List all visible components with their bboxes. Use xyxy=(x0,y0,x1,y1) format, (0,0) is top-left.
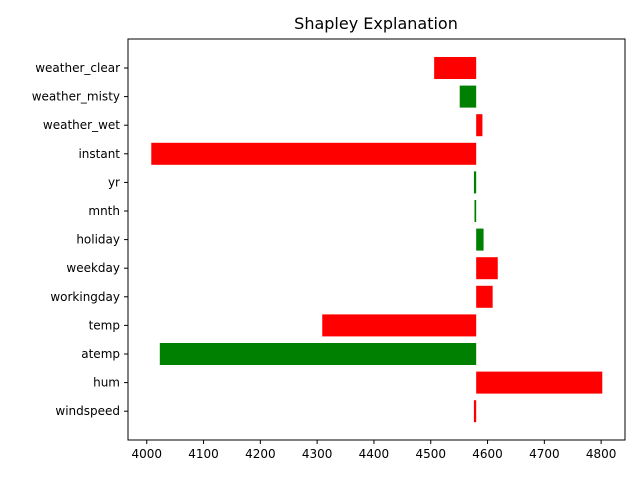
y-axis-ticks: weather_clear weather_misty weather_wetins… xyxy=(32,61,128,418)
x-tick-label: 4300 xyxy=(302,447,333,461)
y-tick-label: hum xyxy=(93,376,120,390)
bar-workingday xyxy=(476,285,493,308)
x-axis-ticks: 4000 4100 4200 4300 4400 4500 4600 4700 4800 xyxy=(131,440,616,461)
y-tick-label: workingday xyxy=(50,290,120,304)
y-tick-label: yr xyxy=(108,175,120,189)
bar-yr xyxy=(473,171,477,194)
bar-mnth xyxy=(474,200,477,222)
bar-temp xyxy=(322,314,477,337)
bar-weekday xyxy=(476,257,498,280)
plot-area-frame xyxy=(127,38,626,441)
bars-layer xyxy=(151,57,603,423)
bar-weather-wet xyxy=(476,114,483,137)
bar-instant xyxy=(151,142,477,165)
chart-title: Shapley Explanation xyxy=(294,14,458,33)
y-tick-label: instant xyxy=(78,147,120,161)
y-tick-label: weather_misty xyxy=(32,90,120,104)
x-tick-label: 4800 xyxy=(586,447,617,461)
bar-weather-misty xyxy=(459,85,477,108)
y-tick-label: weather_clear xyxy=(35,61,120,75)
bar-holiday xyxy=(476,228,484,251)
x-tick-label: 4100 xyxy=(188,447,219,461)
y-tick-label: weekday xyxy=(66,261,120,275)
x-tick-label: 4400 xyxy=(359,447,390,461)
y-tick-label: temp xyxy=(89,318,120,332)
y-tick-label: mnth xyxy=(88,204,120,218)
bar-weather-clear xyxy=(434,57,477,79)
y-tick-label: weather_wet xyxy=(43,118,120,132)
x-tick-label: 4700 xyxy=(529,447,560,461)
x-tick-label: 4200 xyxy=(245,447,276,461)
x-tick-label: 4600 xyxy=(472,447,503,461)
bar-windspeed xyxy=(473,400,477,423)
y-tick-label: windspeed xyxy=(55,404,120,418)
y-tick-label: holiday xyxy=(76,233,120,247)
y-tick-label: atemp xyxy=(81,347,120,361)
bar-hum xyxy=(476,371,603,394)
bar-atemp xyxy=(159,343,477,365)
x-tick-label: 4000 xyxy=(131,447,162,461)
x-tick-label: 4500 xyxy=(415,447,446,461)
